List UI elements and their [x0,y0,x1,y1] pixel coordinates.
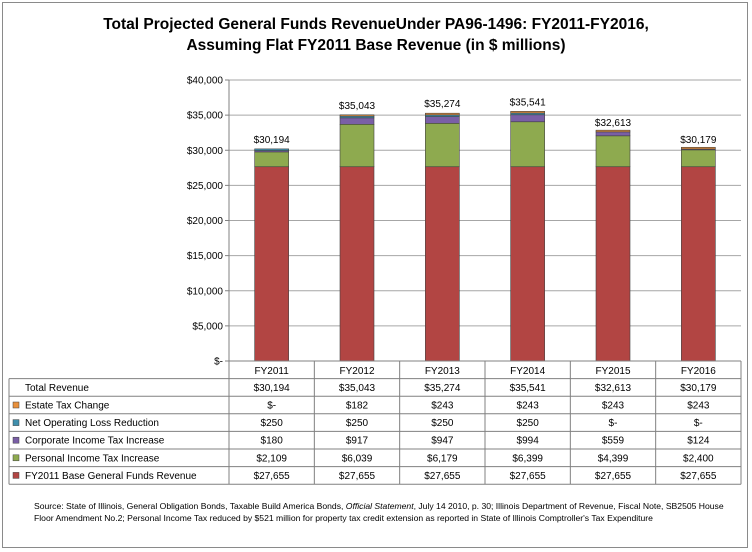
legend-series-label: Net Operating Loss Reduction [25,418,159,429]
y-tick-label: $- [214,357,223,368]
legend-series-label: Personal Income Tax Increase [25,453,160,464]
chart-title: Total Projected General Funds RevenueUnd… [0,14,752,56]
bar-total-label: $30,179 [680,135,717,146]
legend-series-label: Estate Tax Change [25,401,110,412]
y-tick-label: $40,000 [187,76,224,87]
table-cell-value: $35,274 [424,383,461,394]
table-cell-value: $917 [346,436,369,447]
bar-segment [510,111,545,114]
table-cell-value: $243 [517,401,540,412]
table-cell-value: $- [609,418,618,429]
legend-swatch [12,454,20,462]
legend-swatch [12,472,20,479]
table-cell-value: $4,399 [598,453,629,464]
bar-segment [339,114,375,117]
legend-swatch [12,436,20,444]
table-cell-value: $27,655 [510,471,547,482]
table-cell-value: $124 [687,436,710,447]
bar-segment [595,166,631,362]
table-cell-value: $6,039 [342,453,373,464]
table-cell-value: $559 [602,436,625,447]
y-tick-label: $35,000 [187,111,224,122]
bar-segment [595,135,631,168]
source-prefix: Source: State of Illinois, General Oblig… [34,501,346,511]
table-cell-value: $27,655 [680,471,717,482]
bar-segment [254,151,289,168]
table-cell-value: $243 [602,401,625,412]
table-cell-value: $27,655 [595,471,632,482]
bar-segment [425,123,460,168]
table-cell-value: $250 [261,418,284,429]
table-cell-value: $2,400 [683,453,714,464]
bar-segment [339,166,375,362]
y-tick-label: $25,000 [187,181,224,192]
table-cell-value: $27,655 [254,471,291,482]
table-cell-value: $243 [431,401,454,412]
bar-segment [595,129,631,133]
y-tick-label: $20,000 [187,216,224,227]
legend-swatch [12,419,20,426]
bar-segment [425,116,460,124]
source-italic: Official Statement [345,501,414,511]
chart-title-line-1: Total Projected General Funds RevenueUnd… [103,16,649,33]
table-cell-value: $243 [687,401,710,412]
bar-segment [681,149,716,168]
x-category-label: FY2016 [681,366,716,377]
y-tick-label: $5,000 [192,321,223,332]
table-cell-value: $994 [517,436,540,447]
bar-segment [254,166,289,362]
table-cell-value: $180 [261,436,284,447]
y-tick-label: $30,000 [187,146,224,157]
y-tick-label: $15,000 [187,251,224,262]
bar-segment [681,146,716,150]
total-row-label: Total Revenue [25,383,89,394]
table-cell-value: $35,541 [510,383,547,394]
x-category-label: FY2013 [425,366,460,377]
legend-series-label: FY2011 Base General Funds Revenue [25,471,197,482]
x-category-label: FY2014 [510,366,545,377]
table-cell-value: $2,109 [256,453,287,464]
table-cell-value: $- [267,401,276,412]
bar-segment [681,166,716,362]
legend-swatch [12,401,20,409]
bar-segment [425,166,460,362]
source-rest: , July 14 2010, p. 30; Illinois Departme… [34,501,724,523]
table-cell-value: $947 [431,436,454,447]
bar-segment [254,148,289,151]
table-cell-value: $6,399 [512,453,543,464]
x-category-label: FY2011 [255,366,290,377]
table-cell-value: $27,655 [424,471,461,482]
legend-series-label: Corporate Income Tax Increase [25,436,165,447]
table-cell-value: $30,179 [680,383,717,394]
table-cell-value: $250 [517,418,540,429]
bar-total-label: $32,613 [595,118,632,129]
bar-segment [425,112,460,116]
x-category-label: FY2012 [339,366,374,377]
bar-total-label: $30,194 [254,135,291,146]
bar-total-label: $35,541 [510,97,547,108]
source-note: Source: State of Illinois, General Oblig… [34,500,734,524]
x-category-label: FY2015 [595,366,630,377]
bar-segment [595,131,631,137]
table-cell-value: $30,194 [254,383,291,394]
bar-segment [510,121,545,168]
chart-title-line-2: Assuming Flat FY2011 Base Revenue (in $ … [186,37,566,54]
bar-segment [339,117,375,125]
bar-total-label: $35,043 [339,101,376,112]
bar-total-label: $35,274 [424,99,461,110]
table-cell-value: $35,043 [339,383,376,394]
table-cell-value: $250 [346,418,369,429]
bar-segment [510,166,545,362]
table-cell-value: $250 [431,418,454,429]
table-cell-value: $- [694,418,703,429]
table-cell-value: $182 [346,401,369,412]
bar-segment [339,123,375,168]
table-cell-value: $32,613 [595,383,632,394]
y-tick-label: $10,000 [187,286,224,297]
table-cell-value: $6,179 [427,453,458,464]
bar-segment [510,114,545,123]
table-cell-value: $27,655 [339,471,376,482]
